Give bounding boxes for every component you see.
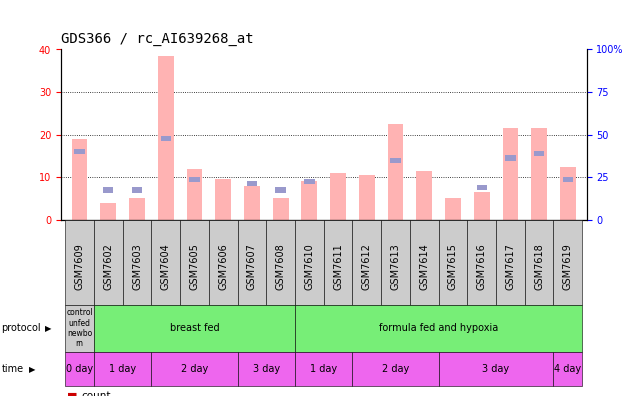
Text: GSM7607: GSM7607 — [247, 243, 257, 290]
Text: GSM7614: GSM7614 — [419, 243, 429, 290]
Bar — [129, 198, 145, 220]
Text: GSM7619: GSM7619 — [563, 243, 573, 290]
Text: GSM7608: GSM7608 — [276, 243, 286, 290]
Bar — [301, 181, 317, 220]
Bar — [503, 128, 519, 220]
Bar — [132, 187, 142, 192]
Text: GSM7606: GSM7606 — [218, 243, 228, 290]
Text: GSM7611: GSM7611 — [333, 243, 343, 290]
Text: count: count — [81, 391, 111, 396]
Text: ▶: ▶ — [29, 365, 35, 373]
Text: 2 day: 2 day — [181, 364, 208, 374]
Text: ▶: ▶ — [45, 324, 51, 333]
Text: breast fed: breast fed — [170, 323, 219, 333]
Bar — [74, 149, 85, 154]
Bar — [244, 186, 260, 220]
Text: GSM7616: GSM7616 — [477, 243, 487, 290]
Text: time: time — [1, 364, 24, 374]
Text: 3 day: 3 day — [483, 364, 510, 374]
Bar — [189, 177, 199, 182]
Text: GSM7617: GSM7617 — [505, 243, 515, 290]
Text: formula fed and hypoxia: formula fed and hypoxia — [379, 323, 498, 333]
Bar — [72, 139, 87, 220]
Text: GSM7612: GSM7612 — [362, 243, 372, 290]
Text: GSM7618: GSM7618 — [534, 243, 544, 290]
Text: GDS366 / rc_AI639268_at: GDS366 / rc_AI639268_at — [61, 32, 254, 46]
Bar — [160, 136, 171, 141]
Text: GSM7603: GSM7603 — [132, 243, 142, 290]
Text: ■: ■ — [67, 391, 78, 396]
Bar — [560, 167, 576, 220]
Text: GSM7605: GSM7605 — [190, 243, 199, 290]
Text: GSM7609: GSM7609 — [74, 243, 85, 290]
Bar — [101, 203, 116, 220]
Bar — [272, 198, 288, 220]
Text: GSM7610: GSM7610 — [304, 243, 314, 290]
Text: 1 day: 1 day — [310, 364, 337, 374]
Bar — [187, 169, 203, 220]
Bar — [247, 181, 257, 186]
Text: 2 day: 2 day — [382, 364, 409, 374]
Bar — [534, 151, 544, 156]
Text: GSM7613: GSM7613 — [390, 243, 401, 290]
Bar — [476, 185, 487, 190]
Bar — [215, 179, 231, 220]
Text: GSM7615: GSM7615 — [448, 243, 458, 290]
Text: 1 day: 1 day — [109, 364, 136, 374]
Text: protocol: protocol — [1, 323, 41, 333]
Bar — [330, 173, 346, 220]
Bar — [359, 175, 375, 220]
Text: GSM7602: GSM7602 — [103, 243, 113, 290]
Bar — [276, 187, 286, 192]
Bar — [390, 158, 401, 163]
Bar — [388, 124, 403, 220]
Bar — [417, 171, 432, 220]
Bar — [531, 128, 547, 220]
Bar — [103, 187, 113, 192]
Text: 0 day: 0 day — [66, 364, 93, 374]
Bar — [304, 179, 315, 184]
Bar — [474, 192, 490, 220]
Bar — [445, 198, 461, 220]
Text: 3 day: 3 day — [253, 364, 280, 374]
Text: GSM7604: GSM7604 — [161, 243, 171, 290]
Text: 4 day: 4 day — [554, 364, 581, 374]
Bar — [158, 56, 174, 220]
Bar — [563, 177, 573, 182]
Bar — [505, 156, 515, 161]
Text: control
unfed
newbo
rn: control unfed newbo rn — [66, 308, 93, 348]
